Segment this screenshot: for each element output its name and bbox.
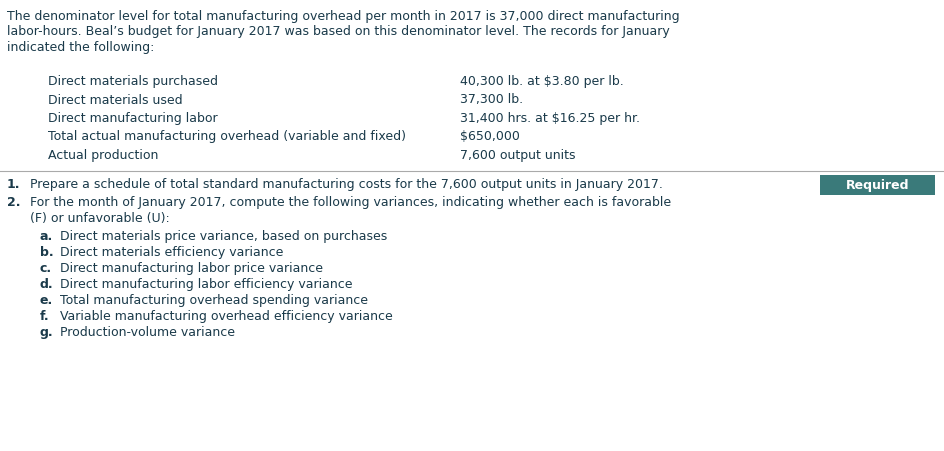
Text: f.: f.: [40, 309, 50, 322]
Text: 40,300 lb. at $3.80 per lb.: 40,300 lb. at $3.80 per lb.: [460, 75, 624, 88]
Text: b.: b.: [40, 245, 54, 258]
Text: indicated the following:: indicated the following:: [7, 41, 155, 54]
Text: The denominator level for total manufacturing overhead per month in 2017 is 37,0: The denominator level for total manufact…: [7, 10, 680, 23]
Bar: [820, 175, 935, 196]
Text: Variable manufacturing overhead efficiency variance: Variable manufacturing overhead efficien…: [60, 309, 393, 322]
Text: Direct manufacturing labor price variance: Direct manufacturing labor price varianc…: [60, 262, 323, 274]
Text: a.: a.: [40, 230, 53, 243]
Text: c.: c.: [40, 262, 52, 274]
Text: 7,600 output units: 7,600 output units: [460, 149, 576, 161]
Text: Total actual manufacturing overhead (variable and fixed): Total actual manufacturing overhead (var…: [48, 130, 406, 143]
Text: Required: Required: [846, 179, 909, 192]
Text: Total manufacturing overhead spending variance: Total manufacturing overhead spending va…: [60, 293, 368, 306]
Text: 31,400 hrs. at $16.25 per hr.: 31,400 hrs. at $16.25 per hr.: [460, 112, 640, 125]
Text: For the month of January 2017, compute the following variances, indicating wheth: For the month of January 2017, compute t…: [30, 196, 671, 208]
Text: Prepare a schedule of total standard manufacturing costs for the 7,600 output un: Prepare a schedule of total standard man…: [30, 178, 663, 191]
Text: Direct materials price variance, based on purchases: Direct materials price variance, based o…: [60, 230, 387, 243]
Text: Direct manufacturing labor: Direct manufacturing labor: [48, 112, 218, 125]
Text: Actual production: Actual production: [48, 149, 159, 161]
Text: 1.: 1.: [7, 178, 21, 191]
Text: 37,300 lb.: 37,300 lb.: [460, 93, 523, 106]
Text: Direct materials purchased: Direct materials purchased: [48, 75, 218, 88]
Text: g.: g.: [40, 325, 54, 338]
Text: 2.: 2.: [7, 196, 21, 208]
Text: $650,000: $650,000: [460, 130, 520, 143]
Text: labor-hours. Beal’s budget for January 2017 was based on this denominator level.: labor-hours. Beal’s budget for January 2…: [7, 25, 669, 38]
Text: Direct manufacturing labor efficiency variance: Direct manufacturing labor efficiency va…: [60, 277, 352, 290]
Text: Production-volume variance: Production-volume variance: [60, 325, 235, 338]
Text: d.: d.: [40, 277, 54, 290]
Text: Direct materials efficiency variance: Direct materials efficiency variance: [60, 245, 283, 258]
Text: Direct materials used: Direct materials used: [48, 93, 182, 106]
Text: (F) or unfavorable (U):: (F) or unfavorable (U):: [30, 212, 170, 225]
Text: e.: e.: [40, 293, 53, 306]
